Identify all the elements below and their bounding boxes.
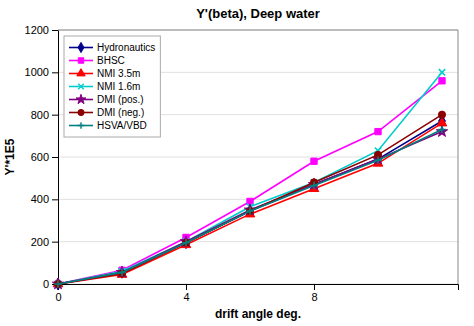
- series-line: [58, 129, 442, 284]
- legend-item: BHSC: [69, 55, 125, 66]
- marker: [246, 207, 253, 214]
- series: [55, 115, 446, 290]
- axis-line: [59, 285, 459, 291]
- tick-mark: [52, 72, 58, 73]
- legend-item: NMI 1.6m: [69, 81, 140, 92]
- title: Y'(beta), Deep water: [196, 6, 320, 21]
- marker: [55, 281, 61, 287]
- tick: 4: [183, 284, 189, 303]
- legend-marker: [77, 69, 85, 76]
- marker: [55, 281, 61, 287]
- y-axis-title: Y'*1E5: [3, 138, 17, 175]
- tick: 400: [31, 193, 58, 205]
- tick: 1000: [25, 66, 58, 78]
- series-group: [52, 69, 447, 290]
- plot-area: 0 4 8 0 200 400 600 800 1000 1200 Hydronautics BHSC…: [25, 24, 459, 303]
- x-axis: 0 4 8: [55, 284, 458, 303]
- tick-mark: [52, 157, 58, 158]
- tick-mark: [52, 199, 58, 200]
- series-line: [58, 132, 442, 284]
- tick-mark: [314, 284, 315, 290]
- series-line: [58, 81, 442, 284]
- legend-label: Hydronautics: [97, 42, 155, 53]
- marker: [374, 156, 382, 164]
- tick-label: 1000: [25, 66, 49, 78]
- grid-line: [58, 241, 458, 242]
- tick-mark: [186, 284, 187, 290]
- tick: 600: [31, 151, 58, 163]
- tick-label: 0: [43, 278, 49, 290]
- marker: [439, 69, 445, 75]
- tick-label: 600: [31, 151, 49, 163]
- legend-label: NMI 3.5m: [97, 68, 140, 79]
- tick: 1200: [25, 24, 58, 36]
- marker: [375, 128, 381, 134]
- series: [55, 78, 445, 288]
- marker: [118, 269, 126, 277]
- legend-marker: [76, 94, 86, 103]
- tick-label: 800: [31, 109, 49, 121]
- marker: [54, 280, 61, 287]
- grid-line: [58, 157, 458, 158]
- tick-mark: [52, 115, 58, 116]
- marker: [54, 280, 62, 288]
- legend-item: Hydronautics: [69, 42, 155, 53]
- marker: [438, 111, 445, 118]
- tick-label: 0: [55, 291, 61, 303]
- legend-label: HSVA/VBD: [97, 120, 147, 131]
- legend-marker: [78, 58, 83, 63]
- grid: [58, 30, 458, 284]
- legend-marker: [78, 109, 84, 115]
- marker: [182, 239, 190, 247]
- marker: [310, 182, 318, 190]
- legend-marker: [78, 84, 83, 89]
- legend-marker: [78, 122, 85, 129]
- series: [52, 126, 447, 289]
- marker: [182, 239, 189, 246]
- legend-label: BHSC: [97, 55, 125, 66]
- series: [54, 111, 445, 287]
- tick-label: 400: [31, 193, 49, 205]
- frame: [58, 30, 458, 31]
- y-axis: 0 200 400 600 800 1000 1200: [25, 24, 59, 290]
- legend-item: DMI (pos.): [69, 94, 144, 105]
- legend-item: DMI (neg.): [69, 107, 144, 118]
- series-line: [58, 72, 442, 284]
- tick-mark: [52, 30, 58, 31]
- legend-item: NMI 3.5m: [69, 68, 140, 79]
- tick: 200: [31, 236, 58, 248]
- grid-line: [58, 30, 458, 31]
- legend-marker: [78, 42, 84, 52]
- x-axis-title: drift angle deg.: [215, 307, 301, 321]
- series: [55, 69, 445, 287]
- tick-label: 200: [31, 236, 49, 248]
- legend-label: DMI (pos.): [97, 94, 144, 105]
- tick: 800: [31, 109, 58, 121]
- legend-label: NMI 1.6m: [97, 81, 140, 92]
- series: [54, 126, 446, 288]
- marker: [439, 78, 445, 84]
- marker: [438, 126, 446, 134]
- series-line: [58, 115, 442, 284]
- tick-label: 4: [183, 291, 189, 303]
- grid-line: [58, 199, 458, 200]
- legend-box: [64, 36, 160, 137]
- tick: 8: [311, 284, 317, 303]
- series-line: [58, 121, 442, 284]
- tick-label: 1200: [25, 24, 49, 36]
- legend: Hydronautics BHSC NMI 3.5m NMI 1.6m DMI (pos…: [64, 36, 160, 137]
- tick-label: 8: [311, 291, 317, 303]
- chart: 0 4 8 0 200 400 600 800 1000 1200 Hydronautics BHSC…: [0, 0, 474, 326]
- legend-label: DMI (neg.): [97, 107, 144, 118]
- tick-mark: [52, 242, 58, 243]
- marker: [246, 207, 254, 215]
- axis-line: [52, 31, 59, 285]
- series: [53, 118, 447, 287]
- frame: [458, 30, 459, 284]
- series-line: [58, 123, 442, 284]
- legend-item: HSVA/VBD: [69, 120, 147, 131]
- marker: [311, 158, 317, 164]
